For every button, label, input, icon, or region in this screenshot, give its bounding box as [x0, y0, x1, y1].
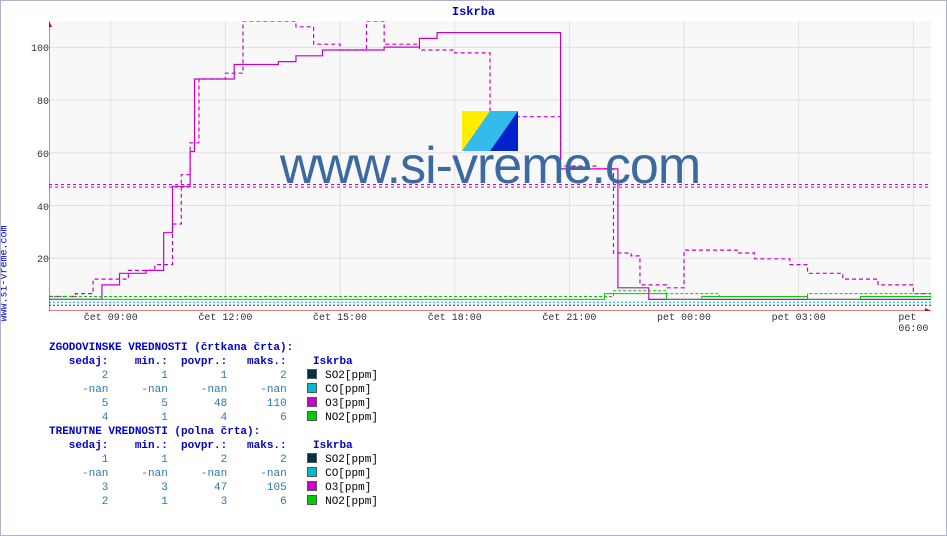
y-axis-label: www.si-vreme.com — [0, 225, 11, 321]
legend-row-hist: 2 1 1 2 SO2[ppm] — [49, 369, 378, 383]
legend-row-cur: 2 1 3 6 NO2[ppm] — [49, 495, 378, 509]
chart-plot-area: www.si-vreme.com — [49, 21, 931, 311]
legend-historical-header: ZGODOVINSKE VREDNOSTI (črtkana črta): — [49, 341, 378, 355]
x-tick-label: čet 12:00 — [198, 313, 252, 324]
x-axis-ticks: čet 09:00 čet 12:00 čet 15:00 čet 18:00 čet … — [49, 313, 931, 327]
y-tick-label: 60 — [37, 150, 49, 156]
legend-series-label: CO[ppm] — [325, 384, 371, 396]
legend-series-label: CO[ppm] — [325, 468, 371, 480]
legend-col-headers: sedaj: min.: povpr.: maks.: Iskrba — [49, 439, 378, 453]
legend-swatch-icon — [307, 453, 317, 463]
y-tick-label: 80 — [37, 97, 49, 103]
legend-row-cur: 3 3 47 105 O3[ppm] — [49, 481, 378, 495]
watermark-text: www.si-vreme.com — [280, 136, 700, 196]
legend-series-label: O3[ppm] — [325, 398, 371, 410]
x-tick-label: čet 09:00 — [84, 313, 138, 324]
y-tick-label: 20 — [37, 255, 49, 261]
legend-swatch-icon — [307, 467, 317, 477]
legend-row-hist: -nan -nan -nan -nan CO[ppm] — [49, 383, 378, 397]
y-axis-ticks: 20 40 60 80 100 — [29, 21, 49, 311]
legend-table: ZGODOVINSKE VREDNOSTI (črtkana črta): se… — [49, 341, 378, 509]
legend-swatch-icon — [307, 383, 317, 393]
x-tick-label: pet 03:00 — [772, 313, 826, 324]
legend-series-label: NO2[ppm] — [325, 412, 378, 424]
x-tick-label: pet 00:00 — [657, 313, 711, 324]
legend-swatch-icon — [307, 369, 317, 379]
legend-swatch-icon — [307, 397, 317, 407]
legend-row-cur: 1 1 2 2 SO2[ppm] — [49, 453, 378, 467]
x-tick-label: čet 21:00 — [542, 313, 596, 324]
x-tick-label: pet 06:00 — [898, 313, 928, 335]
legend-col-headers: sedaj: min.: povpr.: maks.: Iskrba — [49, 355, 378, 369]
legend-swatch-icon — [307, 481, 317, 491]
legend-swatch-icon — [307, 411, 317, 421]
legend-series-label: NO2[ppm] — [325, 496, 378, 508]
x-tick-label: čet 18:00 — [428, 313, 482, 324]
legend-series-label: SO2[ppm] — [325, 370, 378, 382]
legend-row-cur: -nan -nan -nan -nan CO[ppm] — [49, 467, 378, 481]
chart-title: Iskrba — [1, 5, 946, 19]
legend-series-label: O3[ppm] — [325, 482, 371, 494]
x-tick-label: čet 15:00 — [313, 313, 367, 324]
legend-swatch-icon — [307, 495, 317, 505]
y-tick-label: 40 — [37, 203, 49, 209]
legend-current-header: TRENUTNE VREDNOSTI (polna črta): — [49, 425, 378, 439]
legend-series-label: SO2[ppm] — [325, 454, 378, 466]
legend-row-hist: 4 1 4 6 NO2[ppm] — [49, 411, 378, 425]
y-tick-label: 100 — [31, 44, 49, 50]
legend-row-hist: 5 5 48 110 O3[ppm] — [49, 397, 378, 411]
